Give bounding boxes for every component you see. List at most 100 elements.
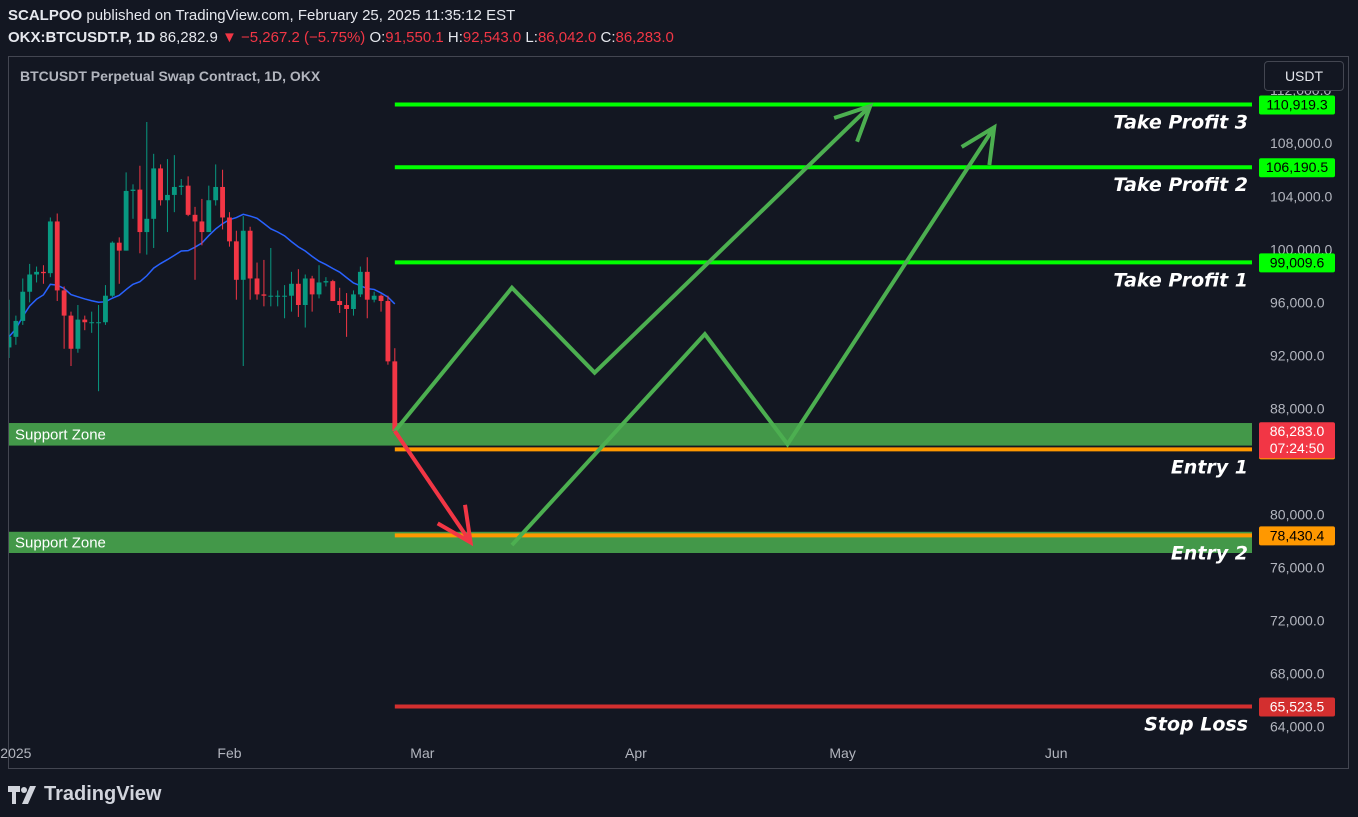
candle-body — [233, 241, 239, 280]
open-value: 91,550.1 — [385, 29, 444, 46]
support-zone-label: Support Zone — [15, 426, 106, 443]
level-label: Entry 1 — [1171, 456, 1248, 478]
price-tag-tp: 106,190.5 — [1266, 159, 1328, 175]
last-price-tag-countdown: 07:24:50 — [1270, 440, 1325, 456]
price-tag-entry: 78,430.4 — [1270, 527, 1325, 543]
high-value: 92,543.0 — [462, 29, 522, 46]
candle-body — [227, 217, 232, 242]
y-tick-label: 100,000.0 — [1270, 241, 1332, 257]
projection-arrowhead — [833, 102, 874, 143]
publish-info: SCALPOO published on TradingView.com, Fe… — [8, 7, 515, 24]
x-tick-label: Apr — [625, 745, 647, 761]
ohlc-line: OKX:BTCUSDT.P, 1D 86,282.9 ▼ −5,267.2 (−… — [8, 29, 674, 46]
candle-body — [282, 295, 287, 297]
candle-body — [9, 336, 12, 348]
y-tick-label: 108,000.0 — [1270, 135, 1332, 151]
candle-body — [109, 242, 115, 296]
support-zone-1 — [9, 423, 1252, 446]
price-tag-tp-bg — [1259, 158, 1335, 178]
candle-body — [337, 301, 343, 306]
candle-body — [54, 221, 60, 291]
candle-body — [41, 271, 46, 274]
level-label: Take Profit 3 — [1113, 111, 1248, 133]
candle-body — [178, 185, 184, 187]
price-tag-tp: 99,009.6 — [1270, 254, 1325, 270]
candle-body — [158, 168, 163, 201]
candle-body — [185, 185, 191, 215]
candle-body — [137, 189, 143, 233]
currency-button[interactable]: USDT — [1264, 61, 1344, 91]
candle-body — [165, 194, 170, 201]
brand-name: TradingView — [44, 783, 162, 805]
y-tick-label: 96,000.0 — [1270, 294, 1325, 310]
last-price-tag: 86,283.0 — [1270, 423, 1325, 439]
level-label: Entry 2 — [1171, 542, 1248, 564]
tradingview-logo[interactable]: TradingView — [8, 783, 161, 806]
candle-body — [61, 290, 67, 316]
candle-body — [96, 322, 101, 324]
level-label: Take Profit 2 — [1113, 174, 1248, 196]
projection-path-3 — [393, 429, 473, 544]
price-tag-entry-bg — [1259, 526, 1335, 546]
x-tick-label: Feb — [217, 745, 241, 761]
candle-body — [357, 271, 363, 295]
candle-body — [68, 315, 74, 349]
candle-body — [268, 295, 274, 297]
low-value: 86,042.0 — [537, 29, 597, 46]
chart-frame — [8, 56, 1349, 769]
candle-body — [364, 271, 370, 300]
high-label: H: — [447, 29, 463, 46]
candle-body — [316, 282, 322, 295]
candle-body — [371, 295, 377, 300]
candle-body — [289, 283, 294, 296]
candle-body — [116, 242, 122, 251]
candle-body — [392, 361, 398, 432]
candle-body — [144, 218, 150, 233]
price-tag-tp-bg — [1259, 253, 1335, 273]
y-tick-label: 92,000.0 — [1270, 347, 1325, 363]
candle-body — [20, 291, 26, 321]
last-price-tag-bg — [1259, 422, 1335, 459]
price-tag-sl: 65,523.5 — [1270, 699, 1325, 715]
candle-body — [151, 168, 157, 219]
author-name[interactable]: SCALPOO — [8, 7, 83, 24]
x-tick-label: Mar — [410, 745, 434, 761]
candle-body — [385, 301, 391, 362]
candle-body — [344, 305, 349, 309]
candle-body — [220, 186, 225, 218]
candle-body — [206, 200, 212, 233]
projection-path-1 — [393, 104, 872, 433]
candle-body — [27, 274, 33, 292]
candle-body — [330, 281, 336, 302]
candle-body — [351, 294, 356, 309]
candle-body — [171, 186, 177, 195]
candle-body — [75, 319, 81, 349]
candle-body — [13, 320, 19, 337]
open-label: O: — [369, 29, 386, 46]
candle-body — [34, 271, 39, 275]
close-value: 86,283.0 — [615, 29, 674, 46]
symbol-label: OKX:BTCUSDT.P, 1D — [8, 29, 156, 46]
publish-text: published on TradingView.com, February 2… — [86, 7, 516, 24]
last-price: 86,282.9 — [159, 29, 218, 46]
candle-body — [275, 295, 281, 297]
y-tick-label: 72,000.0 — [1270, 613, 1325, 629]
support-zone-label: Support Zone — [15, 534, 106, 551]
candle-body — [123, 190, 129, 251]
candle-body — [213, 186, 219, 201]
level-label: Stop Loss — [1144, 714, 1248, 736]
candle-body — [192, 214, 198, 222]
y-tick-label: 76,000.0 — [1270, 560, 1325, 576]
x-tick-label: 2025 — [0, 745, 31, 761]
price-tag-tp: 110,919.3 — [1266, 96, 1327, 112]
low-label: L: — [525, 29, 538, 46]
candle-body — [47, 221, 53, 274]
down-triangle-icon: ▼ — [221, 29, 237, 46]
price-tag-tp-bg — [1259, 95, 1335, 115]
price-change: −5,267.2 (−5.75%) — [241, 29, 366, 46]
candle-body — [130, 189, 136, 191]
chart-title: BTCUSDT Perpetual Swap Contract, 1D, OKX — [20, 68, 321, 84]
candle-body — [302, 278, 308, 306]
candle-body — [82, 319, 88, 323]
